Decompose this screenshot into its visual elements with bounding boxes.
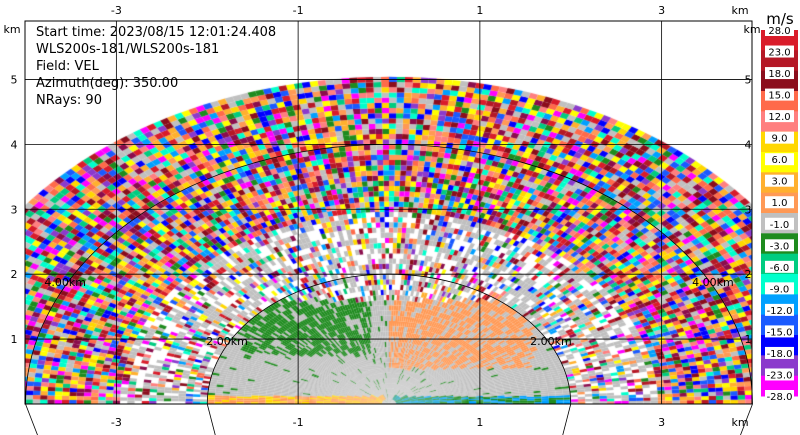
colorbar-label-bg bbox=[765, 282, 794, 295]
colorbar-label-bg bbox=[765, 346, 794, 359]
colorbar-tick-label: -9.0 bbox=[770, 284, 790, 295]
range-ring-label: 4.00km bbox=[44, 276, 86, 289]
colorbar-tick-label: 15.0 bbox=[768, 91, 790, 102]
colorbar-tick-label: 12.0 bbox=[768, 112, 790, 123]
range-ring-label: 4.00km bbox=[692, 276, 734, 289]
range-ring-label: 2.00km bbox=[530, 335, 572, 348]
x-tick-label-top: 1 bbox=[476, 4, 483, 17]
colorbar-label-bg bbox=[765, 196, 794, 209]
range-ring-tail bbox=[25, 403, 38, 435]
colorbar-tick-label: -23.0 bbox=[767, 370, 793, 381]
plot-frame bbox=[24, 20, 753, 405]
x-tick-label-bottom: -1 bbox=[293, 416, 304, 429]
colorbar-tick-label: -3.0 bbox=[770, 241, 790, 252]
colorbar-label-bg bbox=[765, 131, 794, 144]
colorbar-label-bg bbox=[765, 174, 794, 187]
axis-unit-label: km bbox=[743, 23, 760, 36]
colorbar-tick-label: 6.0 bbox=[772, 155, 788, 166]
y-tick-label-left: 3 bbox=[11, 203, 18, 216]
axis-unit-label: km bbox=[731, 4, 748, 17]
colorbar-label-bg bbox=[765, 260, 794, 273]
colorbar-tick-label: 28.0 bbox=[768, 26, 790, 37]
y-tick-label-right: 5 bbox=[745, 73, 752, 86]
colorbar-label-bg bbox=[765, 390, 794, 402]
colorbar-tick-label: -18.0 bbox=[767, 349, 793, 360]
y-tick-label-left: 2 bbox=[11, 268, 18, 281]
colorbar-unit-label: m/s bbox=[766, 10, 794, 28]
x-tick-label-bottom: 1 bbox=[476, 416, 483, 429]
y-tick-label-right: 2 bbox=[745, 268, 752, 281]
colorbar-tick-label: -15.0 bbox=[767, 327, 793, 338]
range-rings: 2.00km 2.00km 4.00km 4.00km bbox=[25, 143, 753, 435]
colorbar-tick-label: 3.0 bbox=[772, 177, 788, 188]
colorbar-tick-label: -1.0 bbox=[770, 220, 790, 231]
colorbar-tick-label: 23.0 bbox=[768, 48, 790, 59]
y-tick-label-left: 5 bbox=[11, 73, 18, 86]
y-tick-label-right: 4 bbox=[745, 138, 752, 151]
y-tick-label-left: 4 bbox=[11, 138, 18, 151]
y-tick-label-right: 1 bbox=[745, 333, 752, 346]
colorbar-label-bg bbox=[765, 110, 794, 123]
colorbar-label-bg bbox=[765, 88, 794, 101]
colorbar-tick-label: -28.0 bbox=[767, 392, 793, 403]
colorbar-label-bg bbox=[765, 239, 794, 252]
colorbar-tick-label: -6.0 bbox=[770, 263, 790, 274]
x-tick-label-top: -1 bbox=[293, 4, 304, 17]
x-tick-label-bottom: 3 bbox=[658, 416, 665, 429]
colorbar-label-bg bbox=[765, 303, 794, 316]
axis-ticks: -3 -3 -1 -1 1 1 3 3 1 1 2 2 3 3 4 4 5 5 km km km km bbox=[3, 4, 760, 429]
axis-unit-label: km bbox=[731, 416, 748, 429]
colorbar-label-bg bbox=[765, 153, 794, 166]
range-ring bbox=[206, 273, 572, 405]
colorbar-label-bg bbox=[765, 217, 794, 230]
range-ring-tail bbox=[206, 403, 216, 435]
range-ring-tail bbox=[740, 403, 753, 435]
colorbar-tick-label: -12.0 bbox=[767, 306, 793, 317]
colorbar-label-bg bbox=[765, 368, 794, 381]
colorbar-label-bg bbox=[765, 45, 794, 58]
x-tick-label-top: 3 bbox=[658, 4, 665, 17]
range-ring bbox=[25, 143, 753, 405]
x-tick-label-bottom: -3 bbox=[111, 416, 122, 429]
y-tick-label-left: 1 bbox=[11, 333, 18, 346]
colorbar-label-bg bbox=[765, 67, 794, 80]
y-tick-label-right: 3 bbox=[745, 203, 752, 216]
axis-unit-label: km bbox=[3, 23, 20, 36]
colorbar-label-bg bbox=[765, 24, 794, 36]
range-ring-label: 2.00km bbox=[206, 335, 248, 348]
colorbar: 28.0 23.0 18.0 15.0 12.0 9.0 6.0 3.0 1.0 -1.0 -3.0… bbox=[761, 10, 798, 403]
x-tick-label-top: -3 bbox=[111, 4, 122, 17]
colorbar-tick-label: 1.0 bbox=[772, 198, 788, 209]
colorbar-label-bg bbox=[765, 325, 794, 338]
colorbar-tick-label: 18.0 bbox=[768, 69, 790, 80]
colorbar-tick-label: 9.0 bbox=[772, 134, 788, 145]
range-ring-tail bbox=[562, 403, 572, 435]
